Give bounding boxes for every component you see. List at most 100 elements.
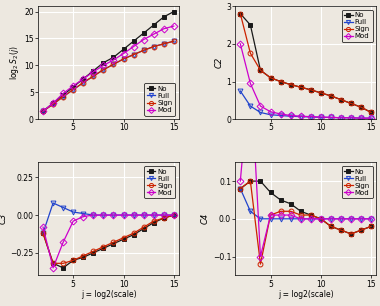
Full <box>41 109 45 113</box>
No <box>369 225 374 228</box>
Sign <box>141 48 146 52</box>
Full <box>41 231 45 235</box>
Sign <box>152 219 156 223</box>
Mod <box>359 116 363 120</box>
Line: Mod: Mod <box>41 213 176 270</box>
X-axis label: j = log2(scale): j = log2(scale) <box>278 290 334 299</box>
Mod <box>369 116 374 120</box>
Sign <box>318 217 323 221</box>
Mod <box>71 219 76 223</box>
Legend: No, Full, Sign, Mod: No, Full, Sign, Mod <box>342 166 373 198</box>
No <box>71 259 76 262</box>
No <box>101 61 106 65</box>
Full <box>141 48 146 52</box>
Sign <box>152 45 156 48</box>
Line: Full: Full <box>41 200 176 236</box>
No <box>238 187 242 191</box>
Mod <box>131 45 136 48</box>
Sign <box>369 111 374 114</box>
Full <box>258 217 263 221</box>
Line: Sign: Sign <box>238 179 374 267</box>
No <box>41 109 45 113</box>
No <box>339 228 343 232</box>
Mod <box>152 32 156 36</box>
Sign <box>91 74 96 78</box>
Sign <box>111 62 116 66</box>
Mod <box>329 116 333 119</box>
Sign <box>298 85 303 89</box>
Full <box>172 39 176 43</box>
Sign <box>81 254 86 258</box>
Line: Mod: Mod <box>238 65 374 259</box>
Full <box>121 213 126 217</box>
No <box>288 83 293 86</box>
No <box>111 55 116 59</box>
Full <box>238 187 242 191</box>
Y-axis label: C2: C2 <box>214 57 223 68</box>
Sign <box>41 231 45 235</box>
No <box>141 31 146 35</box>
Mod <box>121 52 126 55</box>
Sign <box>278 80 283 83</box>
No <box>131 233 136 237</box>
Mod <box>318 217 323 221</box>
Y-axis label: C4: C4 <box>201 213 210 225</box>
Sign <box>258 69 263 72</box>
Full <box>359 217 363 221</box>
Full <box>121 57 126 61</box>
No <box>172 213 176 217</box>
No <box>91 69 96 73</box>
No <box>278 198 283 202</box>
No <box>318 91 323 95</box>
No <box>298 209 303 213</box>
Sign <box>248 51 253 55</box>
Full <box>101 213 106 217</box>
Mod <box>152 213 156 217</box>
Mod <box>61 91 65 95</box>
No <box>61 93 65 97</box>
Sign <box>51 262 55 265</box>
Mod <box>349 116 353 120</box>
No <box>71 85 76 89</box>
Sign <box>268 76 273 80</box>
Mod <box>288 114 293 117</box>
No <box>349 232 353 236</box>
Full <box>152 45 156 48</box>
No <box>258 69 263 72</box>
Sign <box>238 187 242 191</box>
Mod <box>268 110 273 114</box>
Sign <box>141 225 146 229</box>
Sign <box>172 39 176 43</box>
Full <box>369 217 374 221</box>
Mod <box>121 213 126 217</box>
Mod <box>309 115 313 118</box>
Mod <box>258 255 263 258</box>
Full <box>349 116 353 120</box>
Full <box>152 213 156 217</box>
Sign <box>309 88 313 92</box>
Mod <box>141 38 146 41</box>
Line: Full: Full <box>41 39 176 114</box>
Mod <box>101 64 106 67</box>
Full <box>111 213 116 217</box>
Mod <box>339 116 343 120</box>
Sign <box>101 68 106 72</box>
Line: Mod: Mod <box>238 41 374 121</box>
Line: No: No <box>238 11 374 115</box>
Mod <box>258 104 263 108</box>
Full <box>318 217 323 221</box>
Full <box>339 116 343 120</box>
No <box>131 39 136 43</box>
No <box>162 15 166 19</box>
Line: Full: Full <box>238 88 374 121</box>
Full <box>131 53 136 56</box>
No <box>268 191 273 194</box>
No <box>278 80 283 83</box>
Mod <box>359 217 363 221</box>
Mod <box>172 24 176 28</box>
Full <box>238 89 242 93</box>
No <box>121 47 126 51</box>
Sign <box>121 236 126 240</box>
Mod <box>41 109 45 113</box>
Sign <box>172 213 176 217</box>
